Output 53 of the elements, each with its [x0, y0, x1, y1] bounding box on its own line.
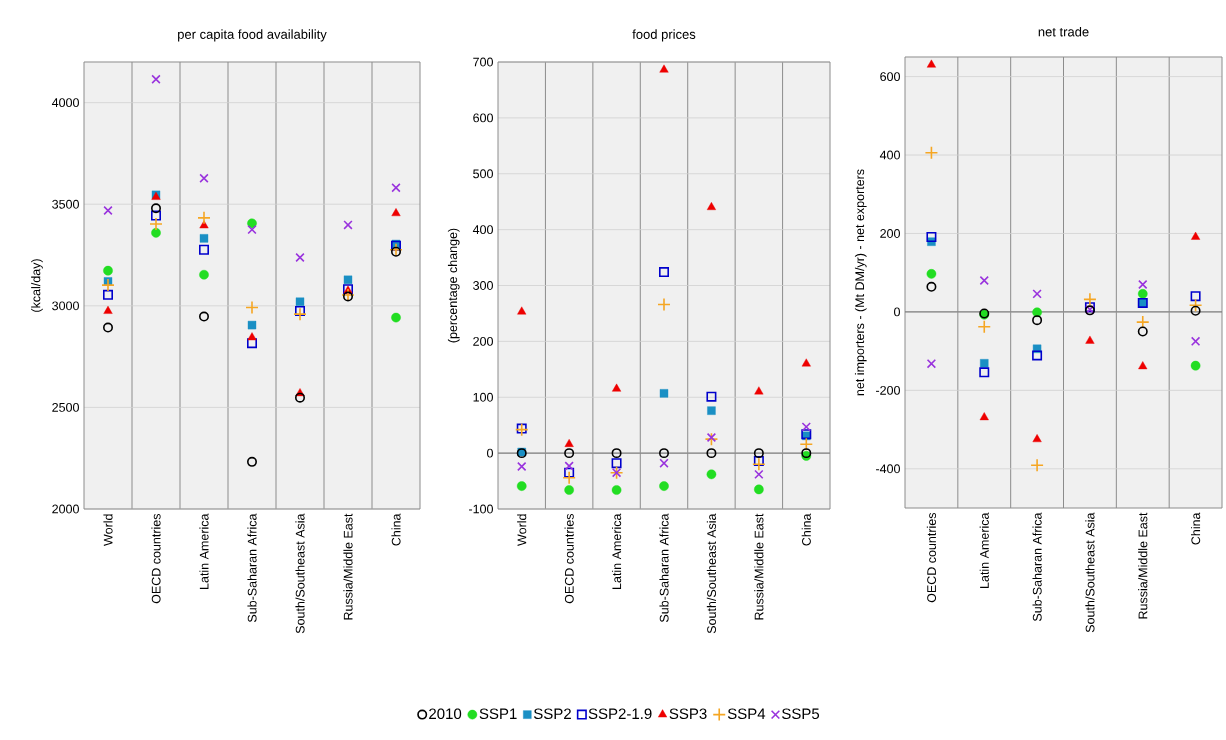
y-tick-label: -100 [469, 504, 493, 514]
y-tick-label: 600 [880, 72, 900, 82]
x-tick-label: China [1191, 512, 1201, 545]
legend-label: SSP2-1.9 [588, 708, 652, 720]
x-tick-label: Russia/Middle East [754, 513, 764, 620]
x-tick-label: Latin America [611, 513, 622, 589]
x-tick-label: Latin America [979, 512, 989, 588]
y-tick-label: 600 [473, 113, 493, 123]
legend-label: SSP2 [533, 708, 571, 720]
chart-title: per capita food availability [178, 29, 327, 42]
y-tick-label: 700 [473, 57, 493, 67]
x-tick-label: Russia/Middle East [1138, 512, 1148, 619]
y-tick-label: 200 [880, 229, 900, 238]
legend-label: SSP3 [669, 708, 707, 720]
x-tick-label: South/Southeast Asia [295, 513, 305, 634]
y-tick-label: 3500 [52, 199, 79, 209]
x-tick-label: Sub-Saharan Africa [1032, 512, 1042, 622]
y-tick-label: 3000 [52, 301, 79, 311]
legend-label: SSP5 [782, 708, 820, 720]
x-tick-label: OECD countries [564, 514, 574, 604]
legend-label: 2010 [429, 708, 462, 720]
x-tick-label: South/Southeast Asia [1085, 512, 1095, 633]
x-tick-label: China [391, 513, 401, 546]
y-tick-label: 500 [473, 169, 493, 179]
y-tick-label: 100 [473, 392, 493, 402]
y-tick-label: -200 [876, 385, 900, 395]
y-axis-title: (kcal/day) [31, 259, 43, 312]
x-tick-label: World [517, 514, 527, 546]
chart-title: net trade [1038, 26, 1089, 37]
y-tick-label: 0 [487, 448, 493, 458]
legend-label: SSP4 [727, 708, 766, 720]
x-tick-label: Latin America [199, 513, 209, 589]
y-axis-title: (percentage change) [447, 228, 460, 343]
y-tick-label: 2000 [52, 504, 79, 514]
y-tick-label: 200 [473, 336, 493, 346]
chart-title: food prices [632, 29, 696, 42]
x-tick-label: World [103, 514, 113, 546]
x-tick-label: Russia/Middle East [343, 513, 353, 620]
y-tick-label: 300 [473, 281, 493, 290]
x-tick-label: Sub-Saharan Africa [247, 513, 257, 623]
y-tick-label: 4000 [51, 98, 79, 108]
x-tick-label: China [801, 513, 811, 546]
y-tick-label: -400 [876, 464, 900, 474]
y-axis-title: net importers - (Mt DM/yr) - net exporters [854, 169, 867, 396]
y-tick-label: 2500 [52, 402, 79, 412]
y-tick-label: 400 [472, 225, 493, 235]
x-tick-label: South/Southeast Asia [706, 513, 717, 634]
x-tick-label: Sub-Saharan Africa [659, 513, 669, 623]
y-tick-label: 0 [894, 307, 900, 317]
x-tick-label: OECD countries [926, 513, 937, 603]
legend-label: SSP1 [479, 708, 517, 720]
x-tick-label: OECD countries [151, 514, 161, 604]
y-tick-label: 400 [879, 150, 900, 160]
